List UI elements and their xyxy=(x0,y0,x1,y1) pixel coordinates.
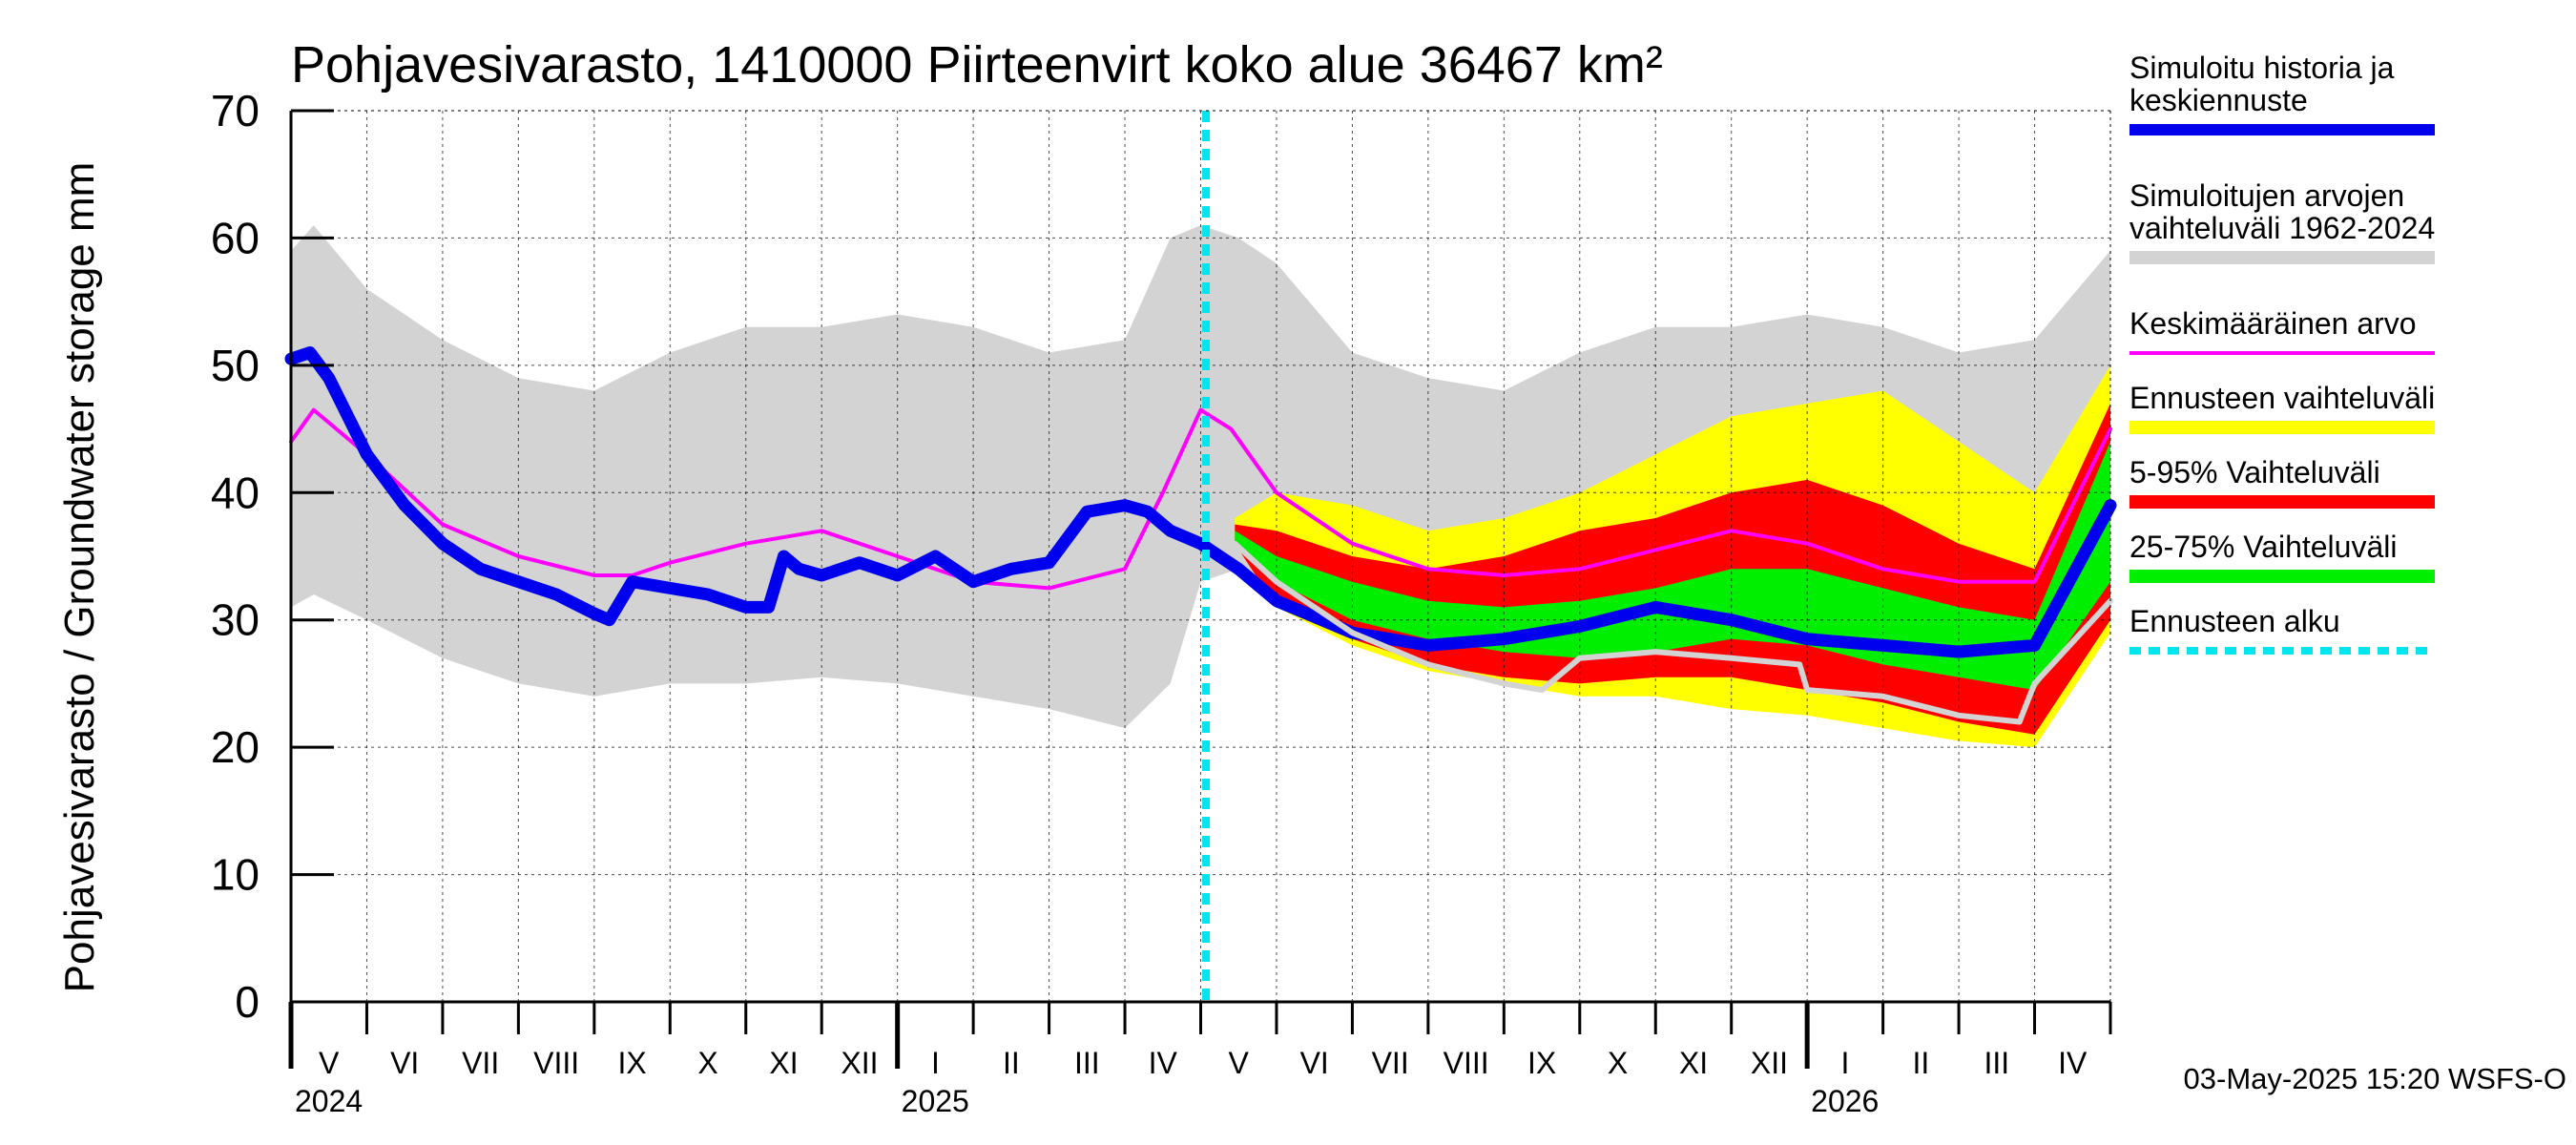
legend-item-5-95-vaihteluvali: 5-95% Vaihteluväli xyxy=(2129,455,2435,509)
y-axis-label: Pohjavesivarasto / Groundwater storage m… xyxy=(56,162,103,993)
y-tick-label: 30 xyxy=(211,595,260,645)
legend-label: 5-95% Vaihteluväli xyxy=(2129,455,2380,489)
year-label: 2026 xyxy=(1811,1084,1879,1118)
month-label: V xyxy=(319,1046,340,1080)
month-label: IX xyxy=(617,1046,646,1080)
legend-label: Ennusteen alku xyxy=(2129,604,2340,638)
month-label: X xyxy=(697,1046,717,1080)
month-label: III xyxy=(1074,1046,1100,1080)
line-median-scenario xyxy=(1232,540,2113,725)
month-label: VII xyxy=(1372,1046,1409,1080)
y-tick-label: 10 xyxy=(211,850,260,900)
month-label: I xyxy=(1840,1046,1849,1080)
y-tick-label: 60 xyxy=(211,213,260,262)
legend-label: Simuloitu historia ja xyxy=(2129,51,2395,85)
legend-item-keskimaarainen-arvo: Keskimääräinen arvo xyxy=(2129,306,2435,355)
year-label: 2025 xyxy=(902,1084,969,1118)
y-tick-label: 70 xyxy=(211,86,260,135)
month-label: IX xyxy=(1527,1046,1556,1080)
month-label: II xyxy=(1003,1046,1020,1080)
line-keskimaarainen-arvo xyxy=(289,407,2112,591)
legend-label: 25-75% Vaihteluväli xyxy=(2129,530,2397,564)
y-tick-label: 0 xyxy=(235,977,260,1027)
month-label: VI xyxy=(390,1046,419,1080)
month-label: IV xyxy=(2058,1046,2088,1080)
month-label: V xyxy=(1229,1046,1250,1080)
band-25-75-vaihteluvali xyxy=(1235,441,2110,691)
month-label: XII xyxy=(841,1046,878,1080)
month-label: X xyxy=(1608,1046,1628,1080)
month-label: XI xyxy=(769,1046,798,1080)
grid-lines xyxy=(291,110,2110,1002)
series-lines xyxy=(284,111,2117,1002)
month-label: XI xyxy=(1679,1046,1708,1080)
month-label: XII xyxy=(1751,1046,1788,1080)
legend-label: keskiennuste xyxy=(2129,83,2308,117)
month-label: III xyxy=(1984,1046,2009,1080)
legend-label: Simuloitujen arvojen xyxy=(2129,178,2404,213)
year-labels: 2024 2025 2026 xyxy=(295,1084,1879,1118)
legend: Simuloitu historia jakeskiennusteSimuloi… xyxy=(2129,51,2435,655)
y-tick-label: 20 xyxy=(211,722,260,772)
month-label: VIII xyxy=(1444,1046,1489,1080)
month-label: VII xyxy=(462,1046,499,1080)
month-label: I xyxy=(931,1046,940,1080)
legend-label: Keskimääräinen arvo xyxy=(2129,306,2417,341)
month-labels: V VI VII VIII IX X XI XII I II III IV V VI VII VIII IX X X… xyxy=(319,1046,2088,1080)
axes xyxy=(288,109,2112,1069)
y-tick-labels: 0 10 20 30 40 50 60 70 xyxy=(211,86,260,1027)
chart-title: Pohjavesivarasto, 1410000 Piirteenvirt k… xyxy=(291,36,1663,94)
legend-item-25-75-vaihteluvali: 25-75% Vaihteluväli xyxy=(2129,530,2435,583)
month-label: VIII xyxy=(533,1046,579,1080)
legend-label: vaihteluväli 1962-2024 xyxy=(2129,211,2435,245)
line-simuloitu-historia-ja-keskiennuste xyxy=(284,346,2117,658)
y-tick-label: 40 xyxy=(211,468,260,517)
legend-item-ennusteen-alku: Ennusteen alku xyxy=(2129,604,2435,655)
month-label: VI xyxy=(1300,1046,1329,1080)
month-label: IV xyxy=(1149,1046,1178,1080)
y-tick-label: 50 xyxy=(211,341,260,390)
legend-label: Ennusteen vaihteluväli xyxy=(2129,381,2435,415)
timestamp-footer: 03-May-2025 15:20 WSFS-O xyxy=(2184,1062,2566,1095)
month-label: II xyxy=(1912,1046,1929,1080)
year-label: 2024 xyxy=(295,1084,363,1118)
legend-item-ennusteen-vaihteluvali: Ennusteen vaihteluväli xyxy=(2129,381,2435,434)
